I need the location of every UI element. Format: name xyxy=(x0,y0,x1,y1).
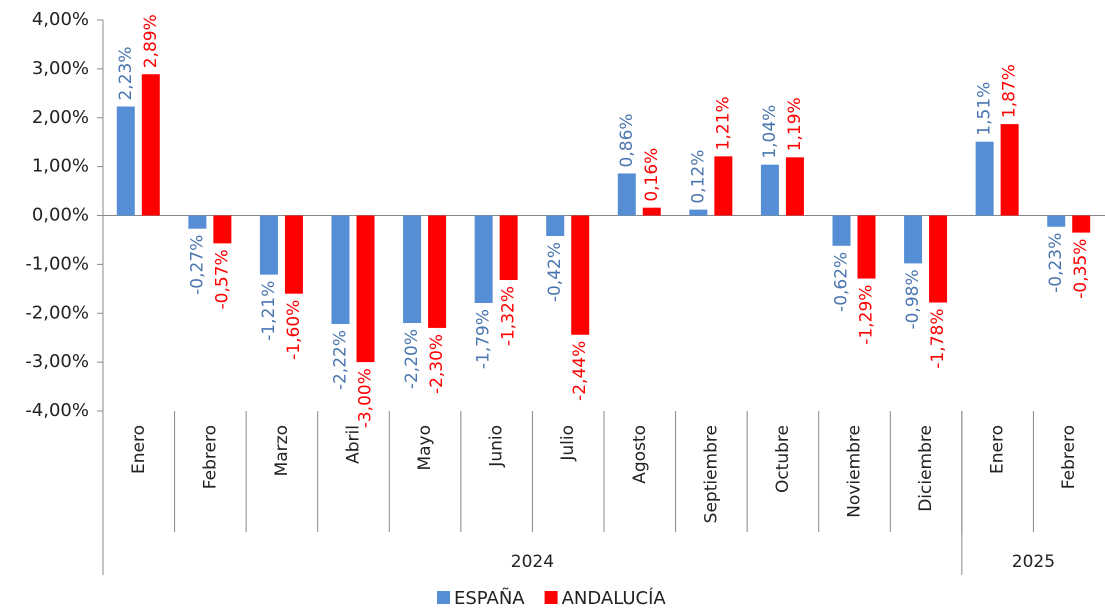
bar xyxy=(546,215,565,237)
x-tick-label: Enero xyxy=(129,425,149,474)
bar xyxy=(571,215,590,335)
data-label: -0,42% xyxy=(545,242,565,302)
bar xyxy=(642,207,661,216)
bar xyxy=(785,157,804,216)
data-label: 1,04% xyxy=(760,105,780,159)
bar xyxy=(259,215,278,275)
data-label: -0,98% xyxy=(903,269,923,329)
data-label: 2,89% xyxy=(141,14,161,68)
data-label: 0,12% xyxy=(688,150,708,204)
bar xyxy=(929,215,948,303)
x-tick-label: Mayo xyxy=(415,425,435,471)
data-label: 0,86% xyxy=(617,113,637,167)
bar xyxy=(141,74,160,216)
x-tick-label: Junio xyxy=(487,425,507,468)
y-tick-label: 3,00% xyxy=(32,58,89,79)
bar xyxy=(714,156,733,216)
data-label: -0,62% xyxy=(832,252,852,312)
legend-swatch xyxy=(544,591,558,604)
bar xyxy=(760,164,779,216)
y-tick-label: -2,00% xyxy=(25,302,89,323)
x-tick-label: Julio xyxy=(558,425,578,462)
bar xyxy=(904,215,923,264)
data-label: -1,60% xyxy=(284,300,304,360)
bar xyxy=(428,215,447,328)
x-tick-label: Agosto xyxy=(630,425,650,484)
bar xyxy=(213,215,232,244)
group-label: 2024 xyxy=(511,552,554,572)
bar xyxy=(188,215,207,229)
bar xyxy=(1047,215,1066,227)
data-label: 0,16% xyxy=(642,148,662,202)
y-tick-label: -3,00% xyxy=(25,351,89,372)
legend-label: ESPAÑA xyxy=(454,587,525,609)
x-tick-label: Enero xyxy=(988,425,1008,474)
x-tick-label: Noviembre xyxy=(845,425,865,518)
y-tick-label: -1,00% xyxy=(25,253,89,274)
bar xyxy=(284,215,303,294)
bar xyxy=(499,215,518,281)
data-label: 1,19% xyxy=(785,97,805,151)
data-label: -2,30% xyxy=(427,334,447,394)
data-label: 2,23% xyxy=(116,46,136,100)
y-tick-label: -4,00% xyxy=(25,400,89,421)
data-label: -1,32% xyxy=(499,286,519,346)
x-tick-label: Marzo xyxy=(272,425,292,476)
data-label: -0,27% xyxy=(187,235,207,295)
y-tick-label: 2,00% xyxy=(32,107,89,128)
bar xyxy=(116,106,135,216)
legend-swatch xyxy=(437,591,450,604)
bar xyxy=(975,141,994,216)
data-label: -0,57% xyxy=(212,249,232,309)
x-tick-label: Septiembre xyxy=(701,425,721,523)
data-label: -1,79% xyxy=(474,309,494,369)
bar xyxy=(356,215,375,363)
x-tick-label: Diciembre xyxy=(916,425,936,512)
data-label: 1,51% xyxy=(975,82,995,136)
x-tick-label: Octubre xyxy=(773,425,793,493)
y-tick-label: 1,00% xyxy=(32,156,89,177)
bar xyxy=(689,209,708,216)
bar xyxy=(1000,124,1019,216)
data-label: -0,23% xyxy=(1046,233,1066,293)
y-tick-label: 0,00% xyxy=(32,205,89,226)
data-label: -2,20% xyxy=(402,329,422,389)
bar xyxy=(1072,215,1091,233)
data-label: -2,22% xyxy=(331,330,351,390)
data-label: 1,87% xyxy=(1000,64,1020,118)
x-tick-label: Abril xyxy=(344,425,364,464)
data-label: -3,00% xyxy=(356,368,376,428)
group-label: 2025 xyxy=(1012,552,1055,572)
data-label: 1,21% xyxy=(713,96,733,150)
bar xyxy=(403,215,422,324)
bar xyxy=(474,215,493,303)
bar xyxy=(857,215,876,279)
legend-label: ANDALUCÍA xyxy=(562,587,667,609)
bar xyxy=(331,215,350,325)
data-label: -1,78% xyxy=(928,308,948,368)
data-label: -1,21% xyxy=(259,281,279,341)
x-tick-label: Febrero xyxy=(200,425,220,489)
data-label: -0,35% xyxy=(1071,239,1091,299)
bar xyxy=(617,173,636,216)
bar xyxy=(832,215,851,246)
y-tick-label: 4,00% xyxy=(32,9,89,30)
data-label: -1,29% xyxy=(857,285,877,345)
data-label: -2,44% xyxy=(570,341,590,401)
x-tick-label: Febrero xyxy=(1059,425,1079,489)
